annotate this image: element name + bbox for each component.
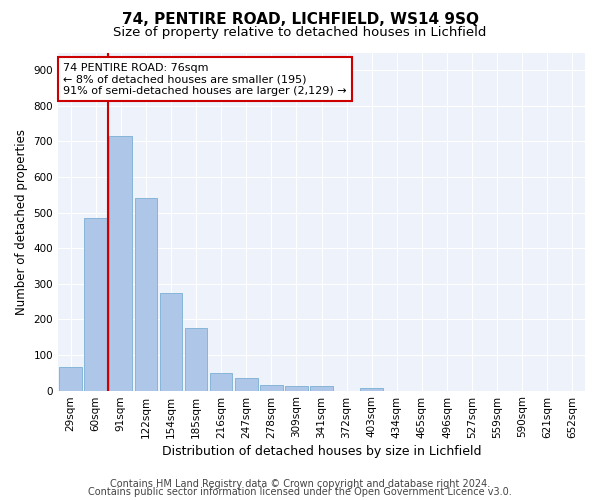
Bar (285, 386, 308, 390)
Bar (185, 328, 208, 390)
Bar (85, 218, 107, 390)
Text: 74 PENTIRE ROAD: 76sqm
← 8% of detached houses are smaller (195)
91% of semi-det: 74 PENTIRE ROAD: 76sqm ← 8% of detached … (64, 62, 347, 96)
Bar (310, 386, 333, 390)
Text: 74, PENTIRE ROAD, LICHFIELD, WS14 9SQ: 74, PENTIRE ROAD, LICHFIELD, WS14 9SQ (121, 12, 479, 28)
Bar (361, 388, 383, 390)
Text: Size of property relative to detached houses in Lichfield: Size of property relative to detached ho… (113, 26, 487, 39)
Bar (260, 385, 283, 390)
Bar (134, 198, 157, 390)
Bar (160, 292, 182, 390)
X-axis label: Distribution of detached houses by size in Lichfield: Distribution of detached houses by size … (162, 444, 481, 458)
Text: Contains HM Land Registry data © Crown copyright and database right 2024.: Contains HM Land Registry data © Crown c… (110, 479, 490, 489)
Bar (59, 368, 82, 390)
Bar (210, 374, 232, 390)
Bar (109, 136, 132, 390)
Y-axis label: Number of detached properties: Number of detached properties (15, 128, 28, 314)
Bar (235, 378, 257, 390)
Text: Contains public sector information licensed under the Open Government Licence v3: Contains public sector information licen… (88, 487, 512, 497)
